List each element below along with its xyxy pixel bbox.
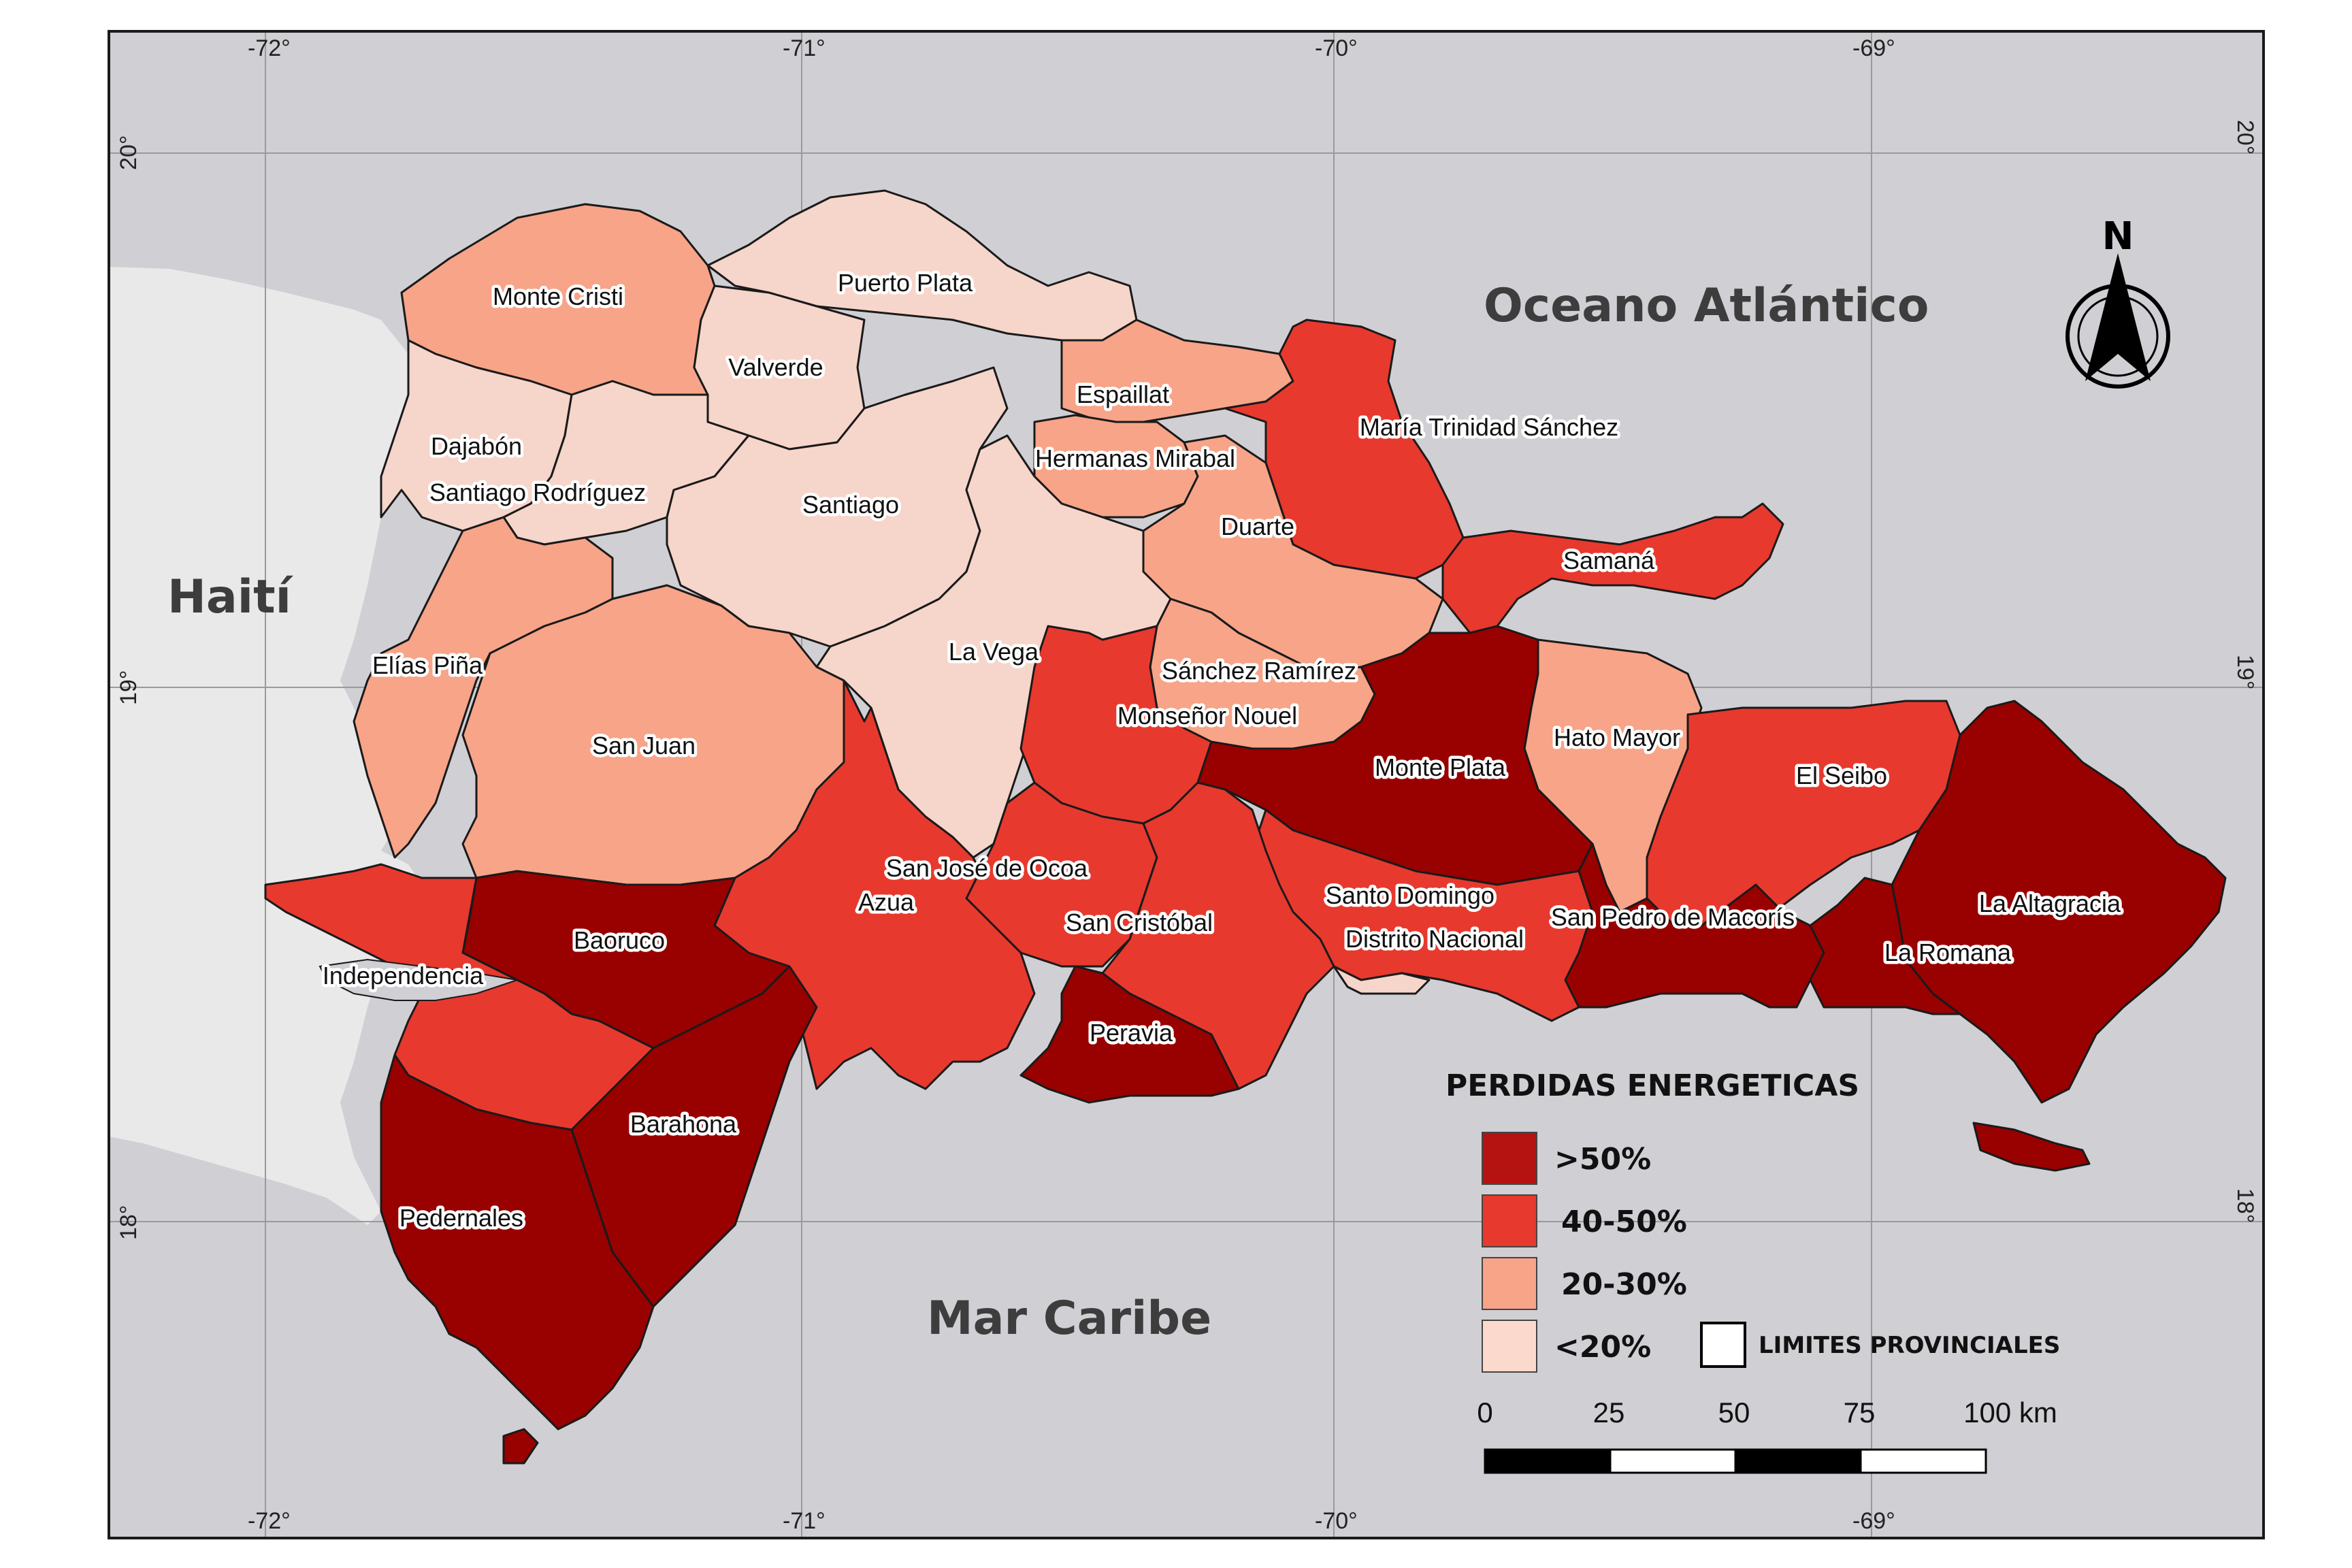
province-santiago-rodriguez[interactable] — [502, 380, 750, 546]
label-santiago-rodriguez: Santiago Rodríguez — [429, 478, 646, 506]
label-la-romana: La Romana — [1884, 938, 2012, 966]
province-maria-trinidad-sanchez[interactable] — [1224, 318, 1465, 580]
coord-bottom-2: -71° — [783, 1508, 826, 1534]
coord-bottom-4: -69° — [1852, 1508, 1895, 1534]
scale-tick-0: 0 — [1477, 1396, 1492, 1428]
legend-swatch-boundaries — [1700, 1322, 1746, 1368]
province-peravia[interactable] — [1019, 965, 1240, 1104]
north-arrow-icon: N — [2065, 214, 2170, 389]
label-maria-trinidad-sanchez: María Trinidad Sánchez — [1360, 413, 1618, 441]
coord-bottom-1: -72° — [248, 1508, 291, 1534]
label-hato-mayor: Hato Mayor — [1554, 723, 1680, 751]
label-la-vega: La Vega — [949, 638, 1039, 666]
coord-left-1: 20° — [116, 135, 142, 170]
coord-right-3: 18° — [2232, 1188, 2258, 1223]
scale-bar: 0 25 50 75 100 km — [1477, 1396, 2057, 1474]
north-label: N — [2102, 214, 2134, 259]
province-distrito-nacional[interactable] — [1333, 965, 1431, 995]
scale-tick-100: 100 km — [1963, 1396, 2057, 1428]
label-puerto-plata: Puerto Plata — [838, 269, 973, 297]
coord-top-3: -70° — [1315, 35, 1358, 61]
legend: PERDIDAS ENERGETICAS >50% 40-50% 20-30% … — [1446, 1068, 2060, 1373]
coord-right-1: 20° — [2232, 120, 2258, 154]
label-monsenor-nouel: Monseñor Nouel — [1117, 702, 1297, 730]
label-barahona: Barahona — [630, 1110, 737, 1138]
coord-right-2: 19° — [2232, 655, 2258, 689]
scale-tick-75: 75 — [1844, 1396, 1876, 1428]
label-azua: Azua — [858, 888, 915, 916]
lake-enriquillo — [318, 958, 518, 1001]
label-el-seibo: El Seibo — [1796, 762, 1887, 789]
label-san-jose-de-ocoa: San José de Ocoa — [886, 854, 1088, 882]
province-barahona[interactable] — [570, 965, 818, 1308]
label-sanchez-ramirez: Sánchez Ramírez — [1162, 657, 1356, 685]
label-independencia: Independencia — [323, 962, 484, 990]
label-peravia: Peravia — [1090, 1019, 1173, 1047]
legend-label-lt20: <20% — [1554, 1330, 1651, 1365]
legend-swatch-gt50 — [1482, 1132, 1537, 1185]
label-distrito-nacional: Distrito Nacional — [1345, 925, 1524, 953]
label-elias-pina: Elías Piña — [372, 651, 483, 679]
label-san-juan: San Juan — [592, 732, 696, 760]
province-layer — [264, 189, 2227, 1465]
coord-top-1: -72° — [248, 35, 291, 61]
province-puerto-plata[interactable] — [706, 189, 1138, 342]
legend-label-boundaries: LIMITES PROVINCIALES — [1759, 1332, 2060, 1359]
label-haiti: Haití — [167, 570, 294, 624]
legend-swatch-lt20 — [1482, 1320, 1537, 1373]
coordinate-labels: -72° -71° -70° -69° -72° -71° -70° -69° … — [116, 35, 2258, 1534]
label-santiago: Santiago — [802, 491, 899, 519]
coord-left-3: 18° — [116, 1205, 142, 1240]
label-monte-plata: Monte Plata — [1375, 753, 1506, 781]
legend-label-40-50: 40-50% — [1561, 1205, 1687, 1239]
coord-top-4: -69° — [1852, 35, 1895, 61]
island-saona — [1972, 1122, 2091, 1172]
province-san-jose-de-ocoa[interactable] — [965, 781, 1158, 968]
label-espaillat: Espaillat — [1077, 380, 1169, 408]
coord-bottom-3: -70° — [1315, 1508, 1358, 1534]
label-samana: Samaná — [1563, 546, 1655, 574]
coord-top-2: -71° — [783, 35, 826, 61]
label-san-pedro-de-macoris: San Pedro de Macorís — [1551, 903, 1795, 931]
scale-tick-50: 50 — [1718, 1396, 1750, 1428]
label-baoruco: Baoruco — [574, 926, 665, 954]
label-hermanas-mirabal: Hermanas Mirabal — [1035, 444, 1235, 472]
province-pedernales[interactable] — [380, 1054, 655, 1431]
label-valverde: Valverde — [728, 353, 823, 381]
coord-left-2: 19° — [116, 670, 142, 705]
label-monte-cristi: Monte Cristi — [493, 282, 623, 310]
province-elias-pina[interactable] — [353, 516, 614, 859]
legend-swatch-40-50 — [1482, 1194, 1537, 1247]
island-beata — [502, 1428, 539, 1465]
legend-label-20-30: 20-30% — [1561, 1267, 1687, 1302]
legend-label-gt50: >50% — [1554, 1142, 1651, 1177]
label-pedernales: Pedernales — [399, 1204, 523, 1232]
label-la-altagracia: La Altagracia — [1979, 889, 2121, 917]
province-la-romana[interactable] — [1809, 877, 1961, 1015]
legend-swatch-20-30 — [1482, 1257, 1537, 1310]
label-mar-caribe: Mar Caribe — [927, 1292, 1211, 1345]
province-el-seibo[interactable] — [1646, 700, 1961, 927]
label-dajabon: Dajabón — [431, 432, 522, 460]
label-santo-domingo: Santo Domingo — [1326, 881, 1494, 909]
scale-tick-25: 25 — [1593, 1396, 1625, 1428]
label-san-cristobal: San Cristóbal — [1066, 909, 1213, 936]
map-frame — [108, 30, 2265, 1539]
province-san-pedro-de-macoris[interactable] — [1564, 843, 1825, 1009]
province-labels: Monte Cristi Puerto Plata Valverde Dajab… — [319, 266, 2124, 1235]
label-duarte: Duarte — [1221, 512, 1294, 540]
label-oceano-atlantico: Oceano Atlántico — [1484, 279, 1929, 333]
legend-title: PERDIDAS ENERGETICAS — [1446, 1068, 1859, 1103]
